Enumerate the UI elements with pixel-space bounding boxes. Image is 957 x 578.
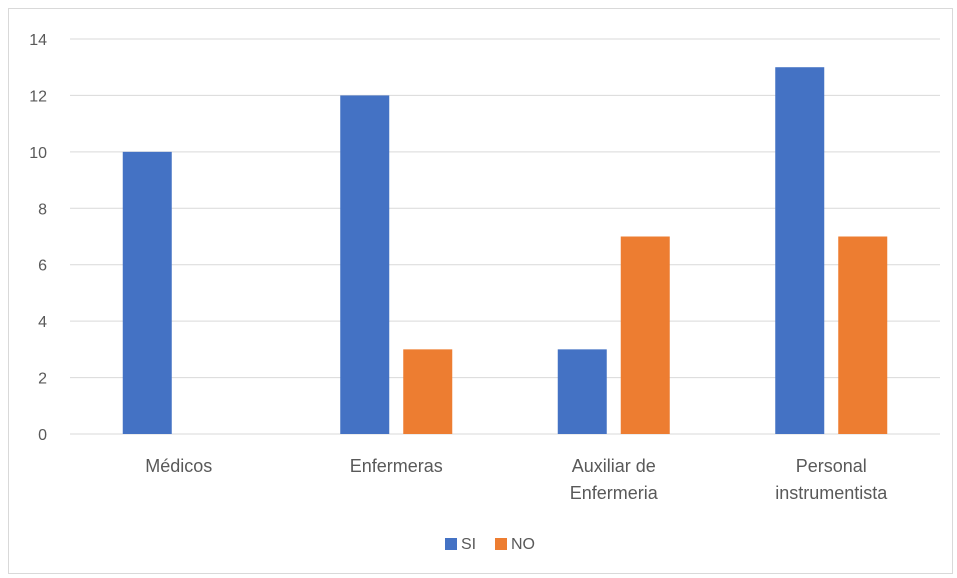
x-category-label-line: Auxiliar de bbox=[572, 456, 656, 476]
y-tick-label: 4 bbox=[38, 314, 47, 331]
y-tick-label: 2 bbox=[38, 371, 47, 388]
y-tick-label: 10 bbox=[29, 145, 47, 162]
y-tick-label: 6 bbox=[38, 258, 47, 275]
x-category-label-line: Enfermeras bbox=[350, 456, 443, 476]
legend-swatch-si bbox=[445, 538, 457, 550]
x-axis-labels: Médicos Enfermeras Auxiliar de Enfermeria Pe… bbox=[145, 456, 888, 503]
x-category-label-line: Enfermeria bbox=[570, 483, 659, 503]
y-axis-ticks: 0 2 4 6 8 10 12 14 bbox=[29, 32, 47, 444]
bar-no-1 bbox=[403, 349, 453, 434]
x-category-label: Auxiliar de Enfermeria bbox=[570, 456, 659, 503]
bar-si-1 bbox=[340, 95, 390, 434]
bar-si-3 bbox=[775, 67, 825, 434]
legend-label-si: SI bbox=[461, 536, 476, 553]
bar-si-2 bbox=[557, 349, 607, 434]
bar-si-0 bbox=[122, 151, 172, 434]
y-tick-label: 8 bbox=[38, 201, 47, 218]
x-category-label: Enfermeras bbox=[350, 456, 443, 476]
x-category-label-line: instrumentista bbox=[775, 483, 888, 503]
x-category-label-line: Personal bbox=[796, 456, 867, 476]
legend-label-no: NO bbox=[511, 536, 535, 553]
bars bbox=[122, 67, 888, 434]
bar-no-2 bbox=[620, 236, 670, 434]
y-tick-label: 14 bbox=[29, 32, 47, 49]
y-tick-label: 0 bbox=[38, 427, 47, 444]
legend-swatch-no bbox=[495, 538, 507, 550]
bar-no-3 bbox=[838, 236, 888, 434]
legend: SI NO bbox=[445, 536, 535, 553]
x-category-label: Médicos bbox=[145, 456, 212, 476]
x-category-label-line: Médicos bbox=[145, 456, 212, 476]
y-tick-label: 12 bbox=[29, 88, 47, 105]
x-category-label: Personal instrumentista bbox=[775, 456, 888, 503]
